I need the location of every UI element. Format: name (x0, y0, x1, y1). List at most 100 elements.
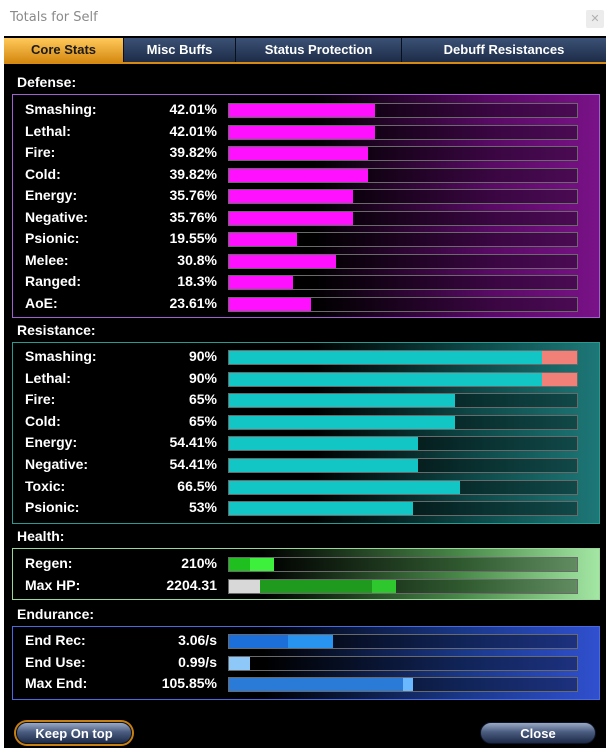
stat-row: Max HP: 2204.31 (13, 575, 601, 596)
stat-bar-fill (229, 415, 456, 429)
stat-label: Cold: (25, 165, 61, 182)
stat-bar (228, 103, 578, 118)
stat-label: Ranged: (25, 273, 81, 289)
tab-core-stats[interactable]: Core Stats (4, 38, 124, 62)
stat-row: Smashing: 90% (13, 346, 601, 367)
stat-bar (228, 501, 578, 517)
health-heading: Health: (17, 528, 65, 544)
stat-value: 2204.31 (166, 576, 217, 593)
stat-row: Regen: 210% (13, 553, 601, 574)
stat-bar (228, 393, 578, 409)
defense-panel: Smashing: 42.01% Lethal: 42.01% Fire: 39.82% C… (12, 94, 600, 318)
stat-bar (228, 275, 578, 290)
stat-row: Psionic: 19.55% (13, 228, 601, 249)
stat-row: Max End: 105.85% (13, 673, 601, 694)
title-bar: Totals for Self ✕ (0, 0, 608, 36)
stat-value: 54.41% (169, 456, 217, 472)
stat-row: Negative: 54.41% (13, 454, 601, 475)
stat-value: 35.76% (169, 208, 217, 225)
stat-label: Melee: (25, 251, 69, 268)
window-close-icon[interactable]: ✕ (586, 10, 604, 28)
stat-label: End Rec: (25, 632, 86, 648)
stat-label: Cold: (25, 412, 61, 429)
close-button[interactable]: Close (480, 722, 596, 744)
stat-bar (228, 167, 578, 183)
totals-panel: Core Stats Misc Buffs Status Protection … (4, 36, 606, 748)
stat-label: Lethal: (25, 122, 71, 139)
stat-value: 65% (188, 412, 217, 429)
stat-bar (228, 436, 578, 452)
stat-bar (228, 655, 578, 671)
stat-bar-fill (229, 394, 456, 408)
stat-value: 42.01% (169, 101, 217, 117)
stat-bar (228, 634, 578, 649)
stat-value: 30.8% (177, 251, 217, 268)
stat-bar-fill (229, 656, 250, 670)
keep-on-top-button[interactable]: Keep On top (16, 722, 132, 744)
stat-label: Energy: (25, 187, 78, 203)
stat-bar (228, 414, 578, 430)
stat-bar (228, 296, 578, 312)
stat-bar-fill (229, 147, 368, 160)
stat-value: 0.99/s (178, 653, 217, 670)
defense-heading: Defense: (17, 74, 77, 90)
stat-bar-fill (229, 168, 368, 182)
stat-row: Energy: 54.41% (13, 432, 601, 453)
stat-row: Fire: 65% (13, 389, 601, 410)
tab-status-protection[interactable]: Status Protection (236, 38, 402, 62)
stat-bar-fill (229, 480, 461, 494)
tab-underline (4, 62, 606, 64)
stat-row: Fire: 39.82% (13, 142, 601, 163)
stat-value: 210% (181, 555, 217, 571)
stat-bar-fill (229, 276, 293, 289)
stat-row: End Rec: 3.06/s (13, 630, 601, 651)
stat-label: Fire: (25, 144, 56, 160)
stat-bar (228, 578, 578, 594)
stat-label: Max HP: (25, 576, 81, 593)
stat-value: 18.3% (177, 273, 217, 289)
stat-label: Max End: (25, 675, 88, 692)
tab-debuff-resistances[interactable]: Debuff Resistances (402, 38, 606, 62)
stat-row: Lethal: 90% (13, 368, 601, 389)
stat-bar-fill (229, 211, 354, 225)
stat-value: 3.06/s (178, 632, 217, 648)
stat-row: Melee: 30.8% (13, 250, 601, 271)
stat-label: Energy: (25, 434, 78, 451)
stat-bar (228, 677, 578, 693)
stat-bar (228, 350, 578, 365)
stat-bar-fill (229, 233, 298, 246)
stat-bar-fill (229, 558, 250, 571)
stat-value: 42.01% (169, 122, 217, 139)
stat-bar-fill (229, 125, 376, 139)
tab-misc-buffs[interactable]: Misc Buffs (124, 38, 236, 62)
endurance-heading: Endurance: (17, 606, 95, 622)
stat-value: 90% (188, 369, 217, 386)
stat-bar (228, 371, 578, 387)
stat-bar-fill (229, 635, 289, 648)
stat-bar (228, 479, 578, 495)
stat-row: Toxic: 66.5% (13, 476, 601, 497)
health-panel: Regen: 210% Max HP: 2204.31 (12, 548, 600, 600)
stat-value: 53% (188, 499, 217, 516)
stat-label: Lethal: (25, 369, 71, 386)
stat-value: 90% (188, 348, 217, 364)
stat-bar (228, 210, 578, 226)
stat-row: Energy: 35.76% (13, 185, 601, 206)
stat-bar-fill (229, 372, 543, 386)
stat-row: Smashing: 42.01% (13, 99, 601, 120)
stat-bar-fill (229, 437, 419, 451)
stat-bar-fill (229, 104, 376, 117)
stat-label: Fire: (25, 391, 56, 408)
stat-label: Smashing: (25, 348, 97, 364)
stat-label: Psionic: (25, 499, 80, 516)
stat-value: 54.41% (169, 434, 217, 451)
stat-bar-fill (229, 254, 337, 268)
stat-bar-overcap (542, 351, 577, 364)
stat-bar-fill (229, 297, 312, 311)
stat-label: Toxic: (25, 477, 66, 494)
stat-value: 66.5% (177, 477, 217, 494)
stat-bar-fill (229, 502, 414, 516)
stat-row: Lethal: 42.01% (13, 121, 601, 142)
stat-bar (228, 253, 578, 269)
stat-bar-fill (229, 459, 419, 472)
